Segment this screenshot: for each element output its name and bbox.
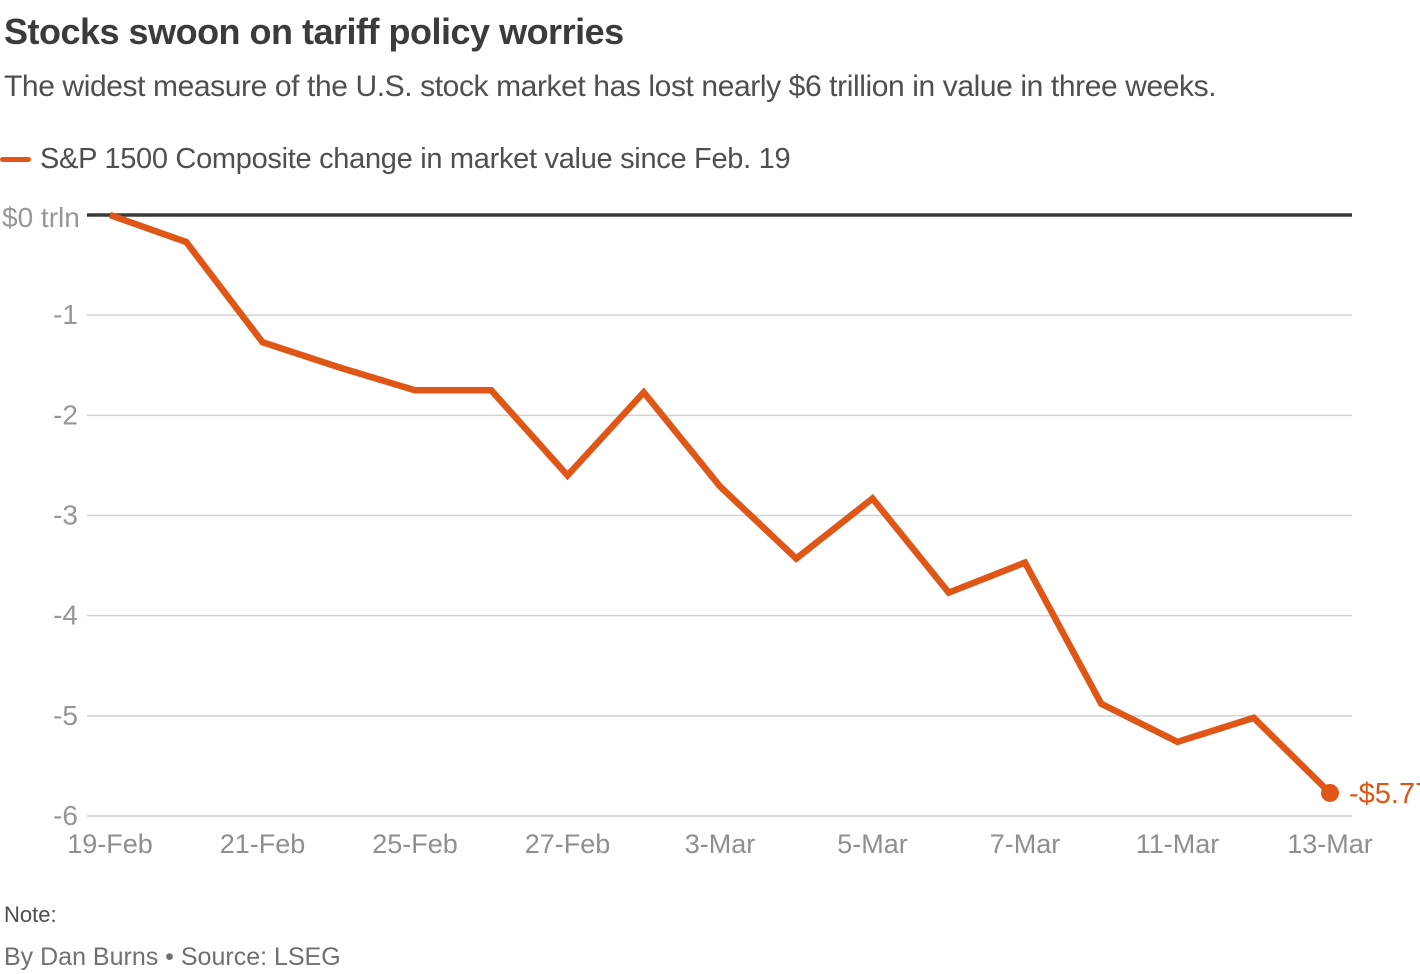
byline-source: By Dan Burns • Source: LSEG	[4, 943, 341, 971]
x-axis-tick-label: 11-Mar	[1136, 829, 1220, 859]
y-axis-tick-label: $0 trln	[2, 202, 80, 233]
chart-legend: S&P 1500 Composite change in market valu…	[0, 143, 791, 176]
y-axis-tick-label: -1	[53, 299, 78, 330]
chart-title: Stocks swoon on tariff policy worries	[4, 11, 624, 52]
x-axis-tick-label: 27-Feb	[525, 829, 611, 859]
end-value-label: -$5.77	[1349, 778, 1420, 810]
x-axis-tick-label: 3-Mar	[685, 829, 756, 859]
x-axis-tick-label: 7-Mar	[990, 829, 1061, 859]
legend-series-label: S&P 1500 Composite change in market valu…	[40, 143, 791, 175]
note-label: Note:	[4, 902, 57, 927]
y-axis-tick-label: -2	[53, 399, 78, 430]
x-axis-tick-label: 13-Mar	[1287, 829, 1373, 859]
series-line	[108, 211, 1333, 796]
x-axis-tick-label: 5-Mar	[837, 829, 908, 859]
end-point-dot	[1321, 783, 1339, 802]
y-axis-tick-label: -4	[53, 600, 78, 631]
chart-subtitle: The widest measure of the U.S. stock mar…	[4, 70, 1217, 103]
y-axis-tick-label: -5	[53, 700, 78, 731]
x-axis-tick-label: 21-Feb	[220, 829, 306, 859]
y-axis-tick-label: -6	[53, 800, 78, 831]
x-axis-tick-label: 19-Feb	[67, 829, 153, 859]
y-axis-tick-label: -3	[53, 500, 78, 531]
x-axis-tick-label: 25-Feb	[372, 829, 458, 859]
legend-line-swatch-icon	[0, 157, 31, 162]
